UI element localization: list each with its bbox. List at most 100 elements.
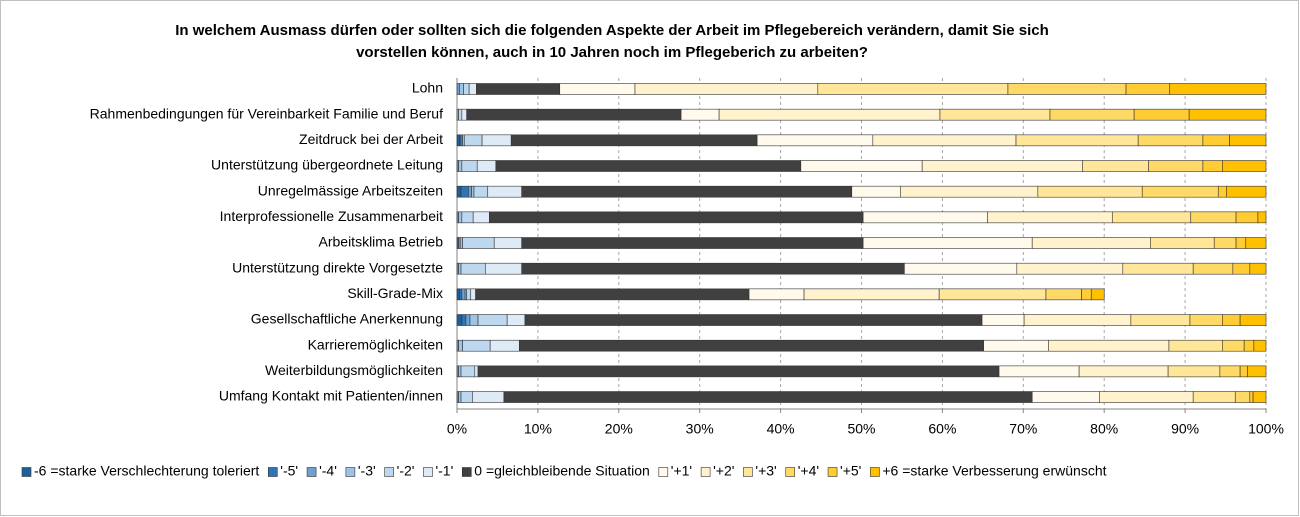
bar-segment (471, 185, 475, 198)
bar-segment (458, 160, 463, 172)
bar-segment (1137, 134, 1204, 147)
bar-segment (489, 211, 864, 224)
bar-segment (1245, 237, 1267, 249)
bar-segment (463, 83, 470, 95)
bar-segment (1239, 314, 1267, 326)
y-tick-label: Weiterbildungsmöglichkeiten (265, 362, 443, 378)
bar-segment (462, 339, 491, 352)
bar-segment (461, 288, 466, 301)
legend-swatch (306, 467, 317, 477)
x-tick-label: 70% (1009, 421, 1037, 437)
bar-segment (800, 160, 923, 172)
bar-segment (1122, 262, 1194, 275)
bar-segment (469, 314, 479, 326)
x-tick-label: 90% (1171, 421, 1199, 437)
x-tick-label: 80% (1090, 421, 1118, 437)
legend-swatch (700, 467, 711, 477)
bar-segment (1048, 339, 1170, 352)
bar-segment (900, 185, 1039, 198)
bar-segment (465, 314, 471, 326)
legend-swatch (743, 467, 753, 477)
bar-segment (1031, 391, 1100, 403)
bar-segment (472, 211, 490, 224)
bar-segment (921, 160, 1083, 172)
bar-segment (1249, 391, 1254, 403)
bar-segment (1235, 211, 1259, 224)
bar-segment (862, 237, 1033, 249)
bar-segment (1235, 237, 1247, 249)
bar-segment (1081, 288, 1092, 301)
bar-segment (521, 237, 864, 249)
bar-segment (1031, 237, 1151, 249)
bar-segment (458, 391, 462, 403)
bar-segment (1169, 83, 1267, 95)
bar-segment (456, 134, 460, 147)
bar-segment (1016, 262, 1124, 275)
bar-segment (521, 262, 905, 275)
bar-segment (862, 211, 989, 224)
bar-segment (458, 211, 463, 224)
legend-label: '-3' (358, 463, 376, 479)
legend-label: '-1' (435, 463, 453, 479)
y-tick-label: Unterstützung übergeordnete Leitung (211, 157, 443, 173)
bar-segment (456, 314, 463, 326)
legend-swatch (345, 467, 356, 477)
x-tick-label: 0% (447, 421, 467, 437)
bar-segment (476, 160, 497, 172)
bar-segment (463, 134, 483, 147)
bar-segment (680, 108, 720, 121)
bar-segment (489, 339, 520, 352)
bar-segment (1111, 211, 1192, 224)
bar-segment (1082, 160, 1149, 172)
y-tick-label: Arbeitsklima Betrieb (319, 234, 444, 250)
legend-swatch (384, 467, 394, 477)
x-tick-label: 30% (686, 421, 714, 437)
bar-segment (1133, 108, 1190, 121)
bar-segment (477, 314, 508, 326)
bar-segment (904, 262, 1018, 275)
bar-segment (459, 83, 464, 95)
bar-segment (1130, 314, 1191, 326)
bar-segment (468, 185, 472, 198)
bar-segment (1222, 160, 1267, 172)
bar-segment (1045, 288, 1082, 301)
legend-label: +6 =starke Verbesserung erwünscht (882, 463, 1106, 479)
bar-segment (1247, 365, 1267, 378)
y-tick-label: Zeitdruck bei der Arbeit (299, 131, 443, 147)
legend-label: 0 =gleichbleibende Situation (474, 463, 650, 479)
legend-swatch (21, 467, 32, 477)
legend-label: '+2' (713, 463, 734, 479)
bar-segment (634, 83, 819, 95)
bar-segment (1192, 262, 1234, 275)
bar-segment (1167, 365, 1221, 378)
bar-segment (1202, 160, 1223, 172)
bar-segment (521, 185, 853, 198)
chart-title: In welchem Ausmass dürfen oder sollten s… (175, 22, 1049, 39)
bar-segment (1189, 314, 1223, 326)
bar-segment (461, 108, 468, 121)
legend-label: '+1' (671, 463, 692, 479)
x-tick-label: 40% (767, 421, 795, 437)
bar-segment (474, 365, 479, 378)
bar-segment (1125, 83, 1171, 95)
bar-segment (1007, 83, 1127, 95)
bar-segment (938, 288, 1047, 301)
bar-segment (1015, 134, 1139, 147)
bar-segment (466, 108, 682, 121)
bar-segment (460, 185, 469, 198)
bar-segment (1023, 314, 1132, 326)
bar-segment (1239, 365, 1248, 378)
bar-segment (987, 211, 1113, 224)
bar-segment (1222, 314, 1241, 326)
bar-segment (1141, 185, 1219, 198)
legend-swatch (658, 467, 669, 477)
bar-segment (1150, 237, 1215, 249)
bar-segment (493, 237, 523, 249)
bar-segment (851, 185, 901, 198)
bar-segment (475, 288, 750, 301)
bar-segment (1217, 185, 1227, 198)
legend-swatch (870, 467, 880, 477)
bar-segment (481, 134, 512, 147)
bar-segment (458, 262, 462, 275)
